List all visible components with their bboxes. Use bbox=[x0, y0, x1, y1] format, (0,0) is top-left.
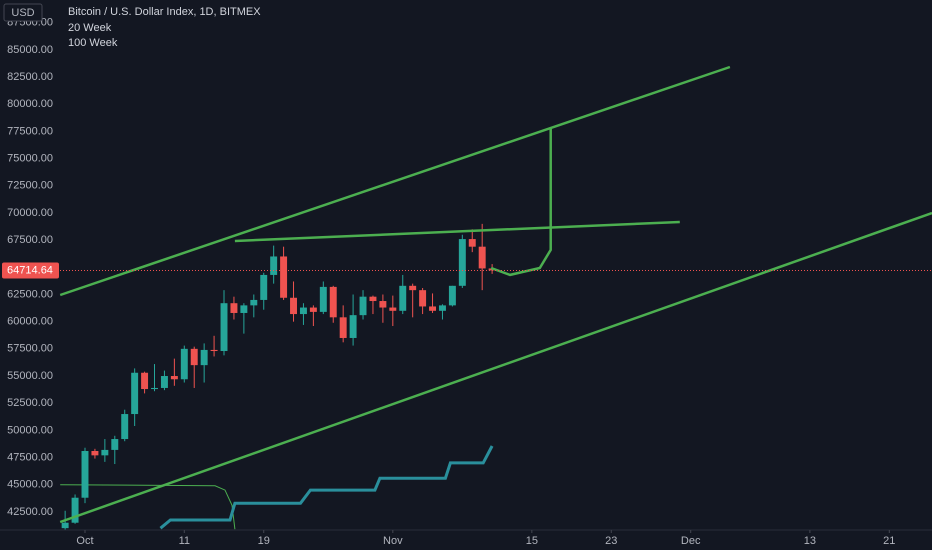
indicator-label: 100 Week bbox=[68, 37, 118, 49]
candle-body bbox=[131, 372, 139, 415]
y-tick-label: 45000.00 bbox=[7, 479, 53, 491]
y-tick-label: 72500.00 bbox=[7, 180, 53, 192]
y-tick-label: 75000.00 bbox=[7, 153, 53, 165]
x-tick-label: Dec bbox=[681, 535, 701, 547]
x-tick-label: 13 bbox=[804, 535, 816, 547]
y-tick-label: 60000.00 bbox=[7, 316, 53, 328]
currency-box bbox=[3, 3, 43, 22]
y-tick-label: 85000.00 bbox=[7, 44, 53, 56]
candle-body bbox=[151, 387, 158, 390]
candle-body bbox=[349, 315, 357, 338]
candle-body bbox=[111, 439, 119, 450]
indicator-line bbox=[159, 445, 494, 530]
x-tick-label: 19 bbox=[258, 535, 270, 547]
y-tick-label: 57500.00 bbox=[7, 343, 53, 355]
indicator-label: 20 Week bbox=[68, 22, 112, 34]
candle-body bbox=[200, 349, 208, 366]
x-tick-label: Oct bbox=[76, 535, 93, 547]
candle-body bbox=[458, 239, 466, 286]
last-price-label: 64714.64 bbox=[7, 264, 53, 276]
plot bbox=[59, 65, 932, 531]
x-tick-label: 11 bbox=[179, 535, 190, 547]
candle-body bbox=[429, 306, 437, 311]
y-tick-label: 47500.00 bbox=[7, 451, 53, 463]
x-tick-label: Nov bbox=[383, 535, 403, 547]
candle-body bbox=[369, 296, 377, 302]
candle-body bbox=[290, 297, 297, 315]
y-tick-label: 70000.00 bbox=[7, 207, 53, 219]
candle-body bbox=[230, 303, 238, 313]
candle-body bbox=[419, 290, 427, 307]
candle-body bbox=[260, 274, 268, 300]
candle-body bbox=[101, 449, 109, 456]
candle-body bbox=[399, 285, 407, 311]
candle-body bbox=[250, 299, 258, 306]
y-tick-label: 42500.00 bbox=[7, 506, 53, 518]
candle-body bbox=[71, 497, 79, 523]
y-tick-label: 50000.00 bbox=[7, 424, 53, 436]
last-price-box bbox=[2, 262, 59, 279]
candle-body bbox=[220, 303, 228, 352]
candle-body bbox=[190, 348, 198, 366]
candle-body bbox=[210, 349, 218, 352]
x-tick-label: 21 bbox=[883, 535, 895, 547]
currency-label: USD bbox=[11, 7, 34, 19]
trend-line bbox=[234, 220, 680, 243]
candle-body bbox=[180, 348, 188, 380]
chart-title: Bitcoin / U.S. Dollar Index, 1D, BITMEX bbox=[68, 6, 261, 18]
y-tick-label: 77500.00 bbox=[7, 125, 53, 137]
y-tick-label: 55000.00 bbox=[7, 370, 53, 382]
y-tick-label: 62500.00 bbox=[7, 288, 53, 300]
candle-body bbox=[359, 296, 367, 316]
y-tick-label: 80000.00 bbox=[7, 98, 53, 110]
candle-body bbox=[468, 239, 476, 247]
y-tick-label: 67500.00 bbox=[7, 234, 53, 246]
candle-body bbox=[61, 522, 69, 529]
candle-body bbox=[141, 372, 149, 390]
candle-body bbox=[448, 285, 456, 306]
candle-body bbox=[379, 301, 387, 308]
candle-body bbox=[309, 307, 317, 312]
candle-body bbox=[81, 450, 89, 498]
y-tick-label: 82500.00 bbox=[7, 71, 53, 83]
candle-body bbox=[438, 305, 446, 311]
candle-body bbox=[240, 305, 248, 313]
candle-body bbox=[121, 414, 129, 440]
candle-body bbox=[170, 376, 178, 380]
y-tick-label: 52500.00 bbox=[7, 397, 53, 409]
x-tick-label: 23 bbox=[605, 535, 617, 547]
candle-body bbox=[409, 285, 417, 291]
trend-line bbox=[59, 65, 731, 297]
candle-body bbox=[478, 246, 486, 269]
x-tick-label: 15 bbox=[526, 535, 538, 547]
trend-line bbox=[59, 211, 932, 524]
candle-body bbox=[389, 307, 397, 311]
candle-body bbox=[160, 376, 168, 388]
candle-body bbox=[280, 256, 288, 298]
candle-body bbox=[270, 256, 278, 275]
candle-body bbox=[329, 286, 337, 318]
candle-body bbox=[319, 286, 327, 312]
candle-body bbox=[339, 317, 347, 338]
candle-body bbox=[91, 450, 99, 456]
candle-body bbox=[299, 307, 307, 315]
trend-line bbox=[490, 230, 552, 277]
